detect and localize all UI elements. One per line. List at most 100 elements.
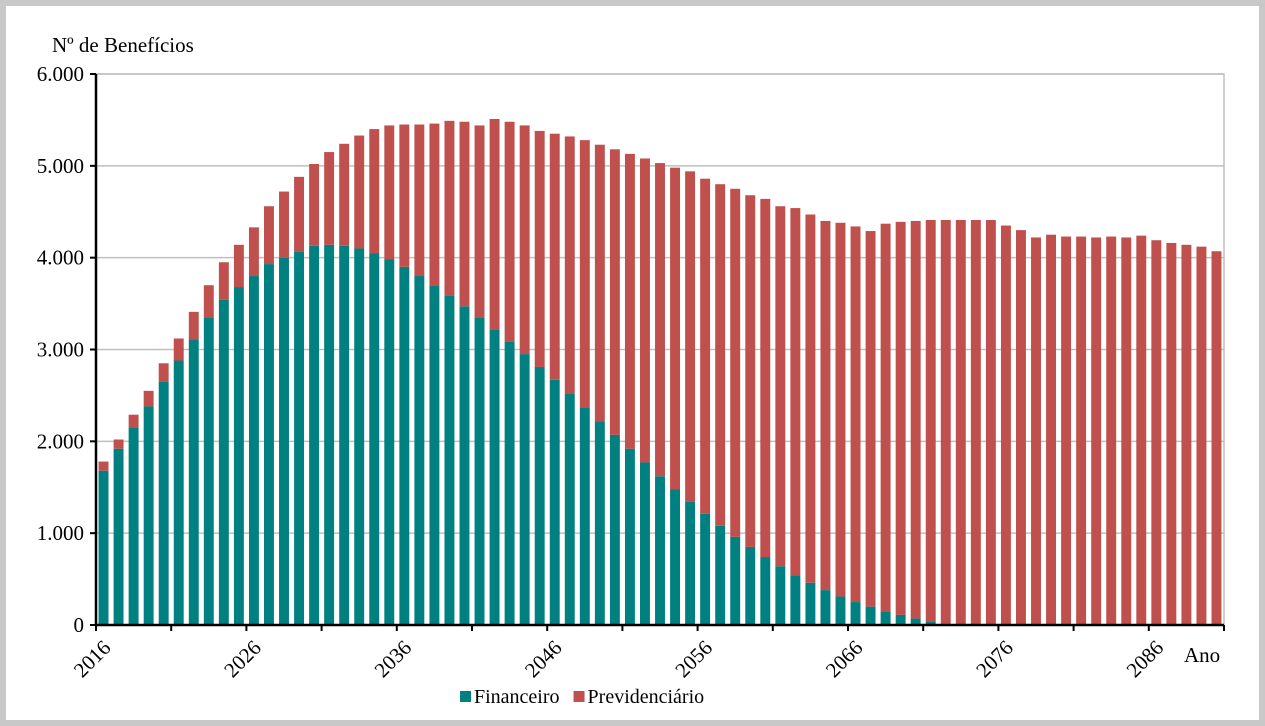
- bar-financeiro: [594, 421, 605, 625]
- bar-financeiro: [850, 602, 861, 625]
- bar-previdenciario: [594, 144, 605, 422]
- bar-financeiro: [218, 299, 229, 625]
- bar-financeiro: [655, 476, 665, 625]
- bar-financeiro: [414, 276, 425, 625]
- x-tick-label: 2046: [520, 635, 567, 682]
- bar-previdenciario: [655, 163, 665, 477]
- bar-previdenciario: [309, 164, 320, 246]
- bar-previdenciario: [294, 176, 305, 252]
- bar-previdenciario: [700, 178, 711, 514]
- bar-financeiro: [384, 259, 395, 625]
- bar-previdenciario: [203, 285, 214, 318]
- bar-previdenciario: [534, 130, 545, 367]
- bar-previdenciario: [564, 136, 575, 394]
- bar-previdenciario: [459, 121, 470, 307]
- bar-previdenciario: [910, 220, 921, 619]
- legend-swatch-previdenciario: [573, 691, 585, 702]
- bar-previdenciario: [489, 119, 500, 330]
- bar-financeiro: [880, 611, 891, 625]
- bar-previdenciario: [895, 221, 906, 615]
- bar-previdenciario: [1016, 230, 1026, 625]
- bar-previdenciario: [339, 143, 350, 246]
- bar-financeiro: [730, 536, 741, 625]
- bar-financeiro: [685, 501, 696, 625]
- bar-financeiro: [609, 434, 620, 625]
- bar-previdenciario: [820, 220, 831, 591]
- bar-financeiro: [760, 557, 771, 625]
- bar-financeiro: [143, 406, 154, 625]
- bar-previdenciario: [369, 129, 380, 254]
- bar-financeiro: [233, 287, 244, 625]
- y-tick-label: 1.000: [37, 521, 84, 545]
- bar-previdenciario: [805, 214, 816, 583]
- bar-previdenciario: [1196, 246, 1207, 625]
- bar-previdenciario: [955, 220, 966, 625]
- legend-label-financeiro: Financeiro: [474, 686, 560, 708]
- bar-financeiro: [910, 618, 921, 625]
- bar-financeiro: [670, 489, 681, 625]
- bar-previdenciario: [850, 226, 861, 603]
- x-tick-label: 2086: [1122, 635, 1169, 682]
- bar-previdenciario: [128, 414, 139, 428]
- bar-financeiro: [309, 245, 320, 626]
- bar-financeiro: [640, 462, 650, 625]
- bar-previdenciario: [865, 231, 876, 607]
- bar-previdenciario: [113, 439, 124, 449]
- stacked-bar-chart: Nº de Benefícios Ano 0 1.000 2.000 3.000 4.0…: [37, 33, 1225, 708]
- bar-financeiro: [203, 317, 214, 625]
- y-tick-label: 4.000: [37, 246, 84, 270]
- x-tick-labels: 2016 2026 2036 2046 2056 2066 2076 2086: [69, 635, 1168, 682]
- y-tick-label: 5.000: [37, 154, 84, 178]
- bar-previdenciario: [1151, 240, 1162, 625]
- bar-financeiro: [865, 606, 876, 625]
- bar-previdenciario: [444, 120, 455, 296]
- bar-previdenciario: [940, 220, 951, 624]
- bar-previdenciario: [1211, 251, 1222, 626]
- bar-previdenciario: [790, 208, 801, 576]
- bar-financeiro: [624, 448, 635, 625]
- bar-previdenciario: [775, 206, 786, 567]
- bar-financeiro: [339, 245, 350, 626]
- bar-previdenciario: [248, 227, 259, 277]
- bar-previdenciario: [98, 461, 109, 471]
- bar-previdenciario: [670, 167, 681, 490]
- bar-previdenciario: [985, 220, 996, 625]
- bar-financeiro: [354, 248, 365, 626]
- bar-financeiro: [895, 614, 906, 625]
- x-tick-label: 2036: [370, 635, 417, 682]
- bar-previdenciario: [1181, 244, 1192, 625]
- bar-previdenciario: [715, 184, 726, 526]
- bar-financeiro: [459, 306, 470, 625]
- bar-financeiro: [113, 448, 124, 625]
- bar-financeiro: [519, 354, 530, 625]
- bar-previdenciario: [1106, 236, 1117, 626]
- bar-previdenciario: [925, 220, 936, 622]
- bar-previdenciario: [624, 153, 635, 449]
- y-tick-label: 6.000: [37, 62, 84, 86]
- bar-previdenciario: [1121, 237, 1132, 625]
- x-tick-label: 2076: [971, 635, 1018, 682]
- bar-financeiro: [805, 582, 816, 625]
- bar-previdenciario: [474, 125, 485, 318]
- x-tick-label: 2016: [69, 635, 116, 682]
- bar-previdenciario: [1076, 236, 1087, 626]
- bar-previdenciario: [324, 152, 335, 245]
- bar-previdenciario: [188, 311, 199, 340]
- bar-previdenciario: [264, 206, 274, 265]
- bar-previdenciario: [970, 220, 981, 625]
- bar-financeiro: [324, 244, 335, 625]
- bar-previdenciario: [1061, 236, 1072, 626]
- bar-previdenciario: [1091, 237, 1102, 625]
- bar-financeiro: [128, 427, 139, 625]
- bar-previdenciario: [173, 338, 184, 361]
- bar-financeiro: [534, 366, 545, 625]
- bar-previdenciario: [1000, 225, 1011, 625]
- y-axis-title: Nº de Benefícios: [52, 33, 194, 57]
- bar-financeiro: [790, 575, 801, 625]
- bar-financeiro: [158, 381, 169, 625]
- y-tick-label: 2.000: [37, 429, 84, 453]
- bar-previdenciario: [640, 158, 650, 463]
- bar-financeiro: [264, 264, 274, 625]
- bar-previdenciario: [609, 149, 620, 435]
- x-tick-label: 2056: [670, 635, 717, 682]
